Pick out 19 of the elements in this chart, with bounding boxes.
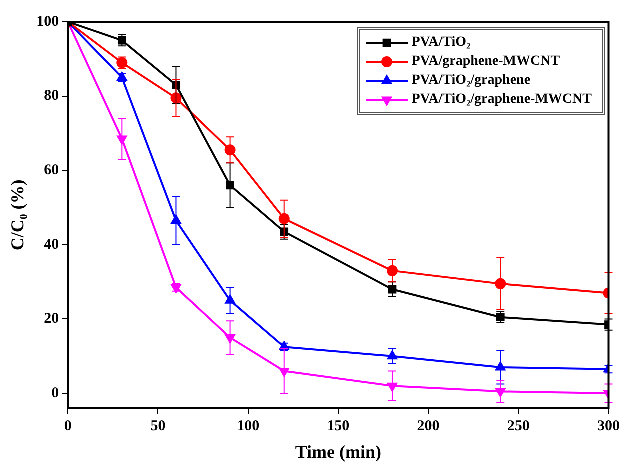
y-tick-label: 40 — [44, 236, 60, 253]
legend-label: PVA/TiO₂/graphene-MWCNT — [412, 91, 592, 109]
legend-label: PVA/graphene-MWCNT — [412, 53, 560, 71]
y-axis-title: C/C₀ (%) — [7, 180, 28, 251]
y-tick-label: 20 — [44, 311, 60, 328]
x-tick-label: 300 — [598, 418, 620, 434]
x-tick-label: 100 — [237, 418, 260, 434]
x-axis-title: Time (min) — [295, 442, 382, 462]
x-tick-label: 150 — [327, 418, 350, 434]
y-tick-label: 100 — [36, 14, 60, 30]
y-tick-label: 60 — [44, 162, 60, 178]
x-tick-label: 50 — [150, 418, 166, 434]
y-tick-label: 0 — [52, 385, 60, 402]
legend-label: PVA/TiO₂ — [412, 34, 471, 52]
x-tick-label: 250 — [507, 418, 530, 434]
x-tick-label: 0 — [64, 418, 72, 434]
legend-label: PVA/TiO₂/graphene — [412, 72, 531, 90]
y-tick-label: 80 — [44, 88, 60, 104]
x-tick-label: 200 — [417, 418, 440, 434]
